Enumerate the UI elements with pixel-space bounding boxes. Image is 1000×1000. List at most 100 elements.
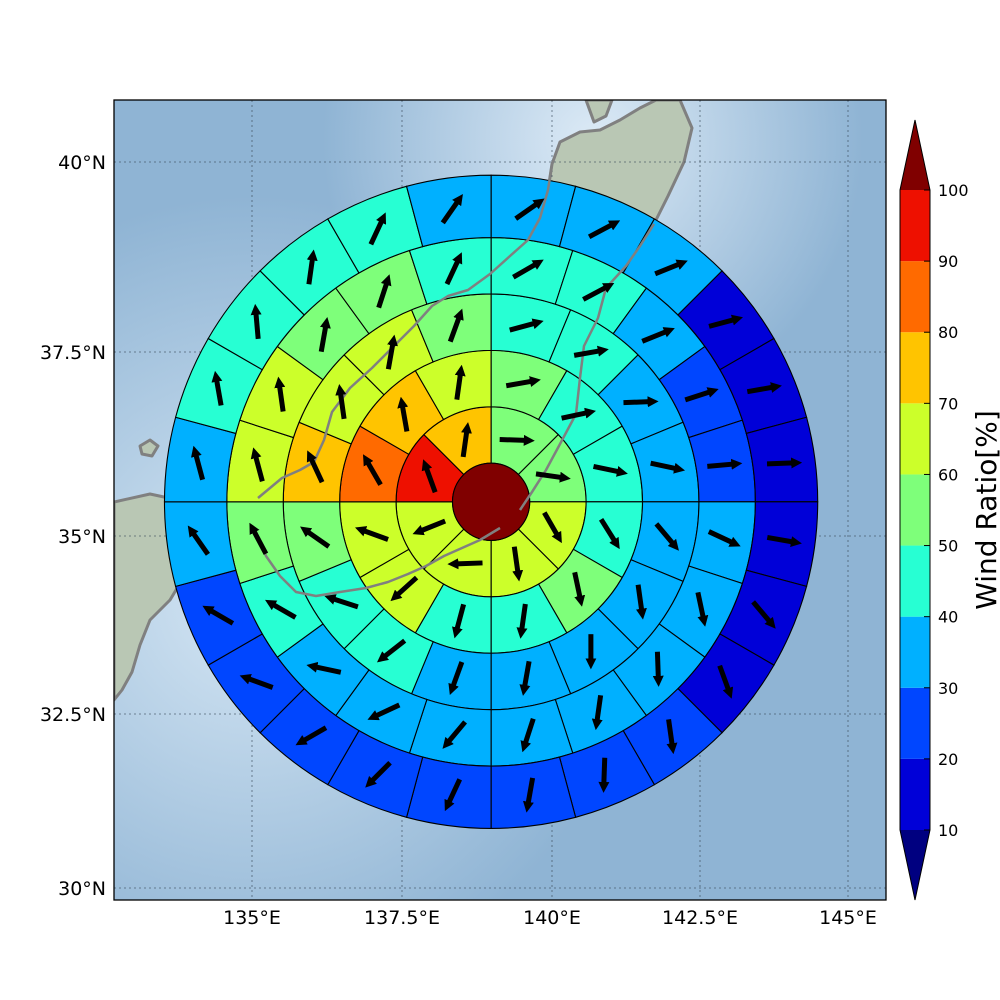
wind-arrow <box>324 594 359 610</box>
wind-arrow <box>447 308 464 343</box>
colorbar-bin <box>900 190 930 262</box>
wind-arrow <box>542 511 562 544</box>
wind-arrow <box>444 252 463 286</box>
wind-arrow <box>249 522 269 555</box>
wind-arrow <box>766 534 802 548</box>
wind-arrow <box>766 457 803 469</box>
wind-arrow <box>335 384 347 420</box>
wind-arrow <box>362 454 383 486</box>
wind-arrow <box>516 603 528 639</box>
lon-tick-label: 145°E <box>819 907 877 929</box>
colorbar <box>899 119 931 901</box>
wind-arrow <box>591 694 604 731</box>
colorbar-bin <box>900 545 930 617</box>
colorbar-under-extension <box>900 830 930 900</box>
wind-arrow <box>684 387 719 403</box>
wind-arrow <box>520 718 536 753</box>
wind-arrow <box>191 445 205 481</box>
colorbar-tick-labels: 10 20 30 40 50 60 70 80 90 100 <box>938 181 969 840</box>
wind-arrow <box>318 317 331 353</box>
wind-arrow <box>376 274 392 309</box>
wind-arrow <box>376 638 407 663</box>
wind-arrow <box>522 777 536 813</box>
wind-arrow <box>367 702 401 721</box>
wind-arrow <box>421 459 438 494</box>
wind-arrow <box>650 460 686 474</box>
wind-arrow <box>440 194 463 225</box>
wind-arrow <box>202 605 235 626</box>
colorbar-bin <box>900 616 930 688</box>
wind-arrow <box>447 558 483 570</box>
lat-tick-label: 32.5°N <box>40 704 106 726</box>
land-oki <box>138 438 160 458</box>
colorbar-tick-label: 40 <box>938 608 958 627</box>
wind-arrow <box>666 719 678 755</box>
map-frame <box>113 99 887 901</box>
wind-arrow <box>368 212 387 246</box>
wind-arrow <box>412 518 447 536</box>
lon-tick-label: 140°E <box>523 907 581 929</box>
wind-arrow <box>460 422 472 458</box>
colorbar-tick-label: 50 <box>938 537 958 556</box>
wind-arrow <box>385 334 398 370</box>
wind-ratio-center <box>451 462 531 541</box>
lon-tick-label: 142.5°E <box>662 907 738 929</box>
wind-arrow <box>452 603 467 639</box>
wind-arrow <box>397 396 410 432</box>
wind-arrow <box>300 526 331 549</box>
colorbar-title: Wind Ratio[%] <box>970 410 1000 610</box>
wind-arrow <box>444 778 462 812</box>
wind-arrow <box>295 725 328 746</box>
wind-arrow <box>635 584 647 620</box>
latitude-ticks: 40°N 37.5°N 35°N 32.5°N 30°N <box>40 152 106 900</box>
wind-arrow <box>511 546 524 582</box>
wind-vectors <box>187 194 803 813</box>
wind-arrow <box>306 249 318 285</box>
lon-tick-label: 135°E <box>223 907 281 929</box>
wind-arrow <box>442 720 468 749</box>
lat-tick-label: 30°N <box>58 878 106 900</box>
wind-arrow <box>211 370 224 406</box>
wind-arrow <box>512 259 544 280</box>
map-panel <box>114 100 886 900</box>
wind-arrow <box>582 282 615 302</box>
wind-arrow <box>519 660 532 696</box>
wind-arrow <box>365 760 392 788</box>
colorbar-bin <box>900 403 930 475</box>
wind-arrow <box>274 376 286 412</box>
colorbar-tick-label: 80 <box>938 323 958 342</box>
wind-arrow <box>598 757 610 793</box>
wind-arrow <box>187 525 210 556</box>
colorbar-tick-label: 30 <box>938 679 958 698</box>
colorbar-bin <box>900 758 930 830</box>
lon-tick-label: 137.5°E <box>364 907 440 929</box>
lat-tick-label: 40°N <box>58 152 106 174</box>
wind-arrow <box>561 407 596 421</box>
colorbar-tick-label: 60 <box>938 465 958 484</box>
wind-arrow <box>514 198 545 221</box>
wind-arrow <box>573 345 609 358</box>
wind-arrow <box>707 458 743 470</box>
colorbar-bin <box>900 687 930 759</box>
colorbar-over-extension <box>900 120 930 190</box>
wind-arrow <box>641 327 675 344</box>
wind-arrow <box>239 674 274 690</box>
wind-arrow <box>652 651 664 687</box>
wind-arrow <box>250 447 265 482</box>
longitude-ticks: 135°E 137.5°E 140°E 142.5°E 145°E <box>223 907 877 929</box>
lat-tick-label: 37.5°N <box>40 342 106 364</box>
wind-arrow <box>592 463 628 477</box>
wind-arrow <box>535 471 571 483</box>
wind-arrow <box>572 571 586 607</box>
wind-arrow <box>707 529 741 547</box>
colorbar-tick-label: 100 <box>938 181 969 200</box>
wind-arrow <box>708 314 744 329</box>
wind-arrow <box>306 661 342 675</box>
lat-tick-label: 35°N <box>58 526 106 548</box>
colorbar-bin <box>900 332 930 404</box>
wind-arrow <box>306 450 325 484</box>
wind-arrow <box>499 434 535 446</box>
wind-arrow <box>717 664 734 699</box>
wind-arrow <box>695 591 709 627</box>
